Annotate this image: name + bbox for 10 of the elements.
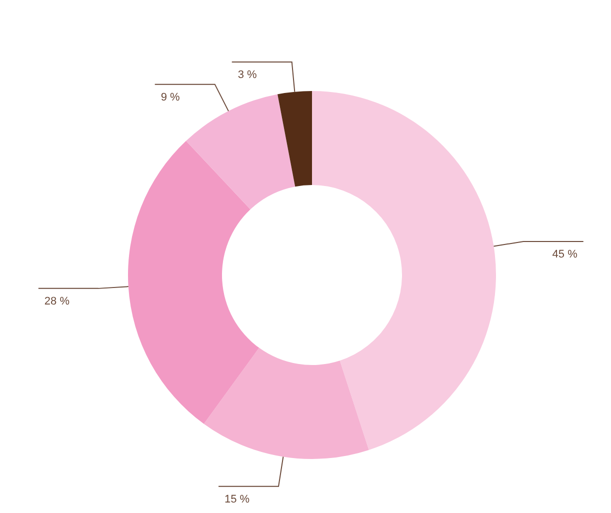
data-label: 3 %: [238, 68, 258, 81]
donut-slice: [186, 94, 296, 210]
data-label: 45 %: [552, 248, 578, 261]
donut-slice: [204, 348, 369, 459]
data-label: 9 %: [160, 91, 180, 104]
data-label: 15 %: [224, 493, 250, 506]
donut-slice: [128, 140, 260, 424]
donut-slice: [312, 91, 496, 450]
data-label: 28 %: [44, 295, 70, 308]
donut-slice: [278, 91, 312, 187]
